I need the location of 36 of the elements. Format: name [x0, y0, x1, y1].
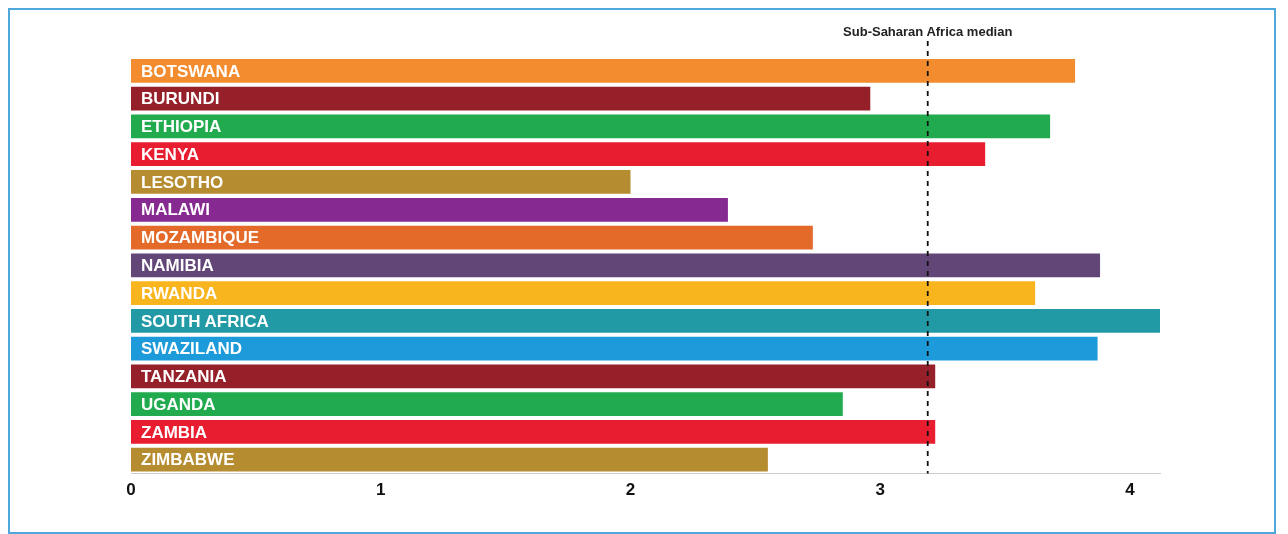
bar [131, 281, 1036, 305]
y-tick-label: RWANDA [141, 283, 218, 303]
y-tick-label: MALAWI [141, 200, 210, 220]
y-tick-label: LESOTHO [141, 172, 224, 192]
y-tick-label: UGANDA [141, 394, 216, 414]
y-tick-label: SWAZILAND [141, 339, 243, 359]
x-tick-label: 1 [376, 480, 386, 500]
x-tick-label: 0 [126, 480, 136, 500]
bar [131, 225, 813, 250]
bar [131, 336, 1098, 361]
y-tick-label: BURUNDI [141, 89, 220, 109]
y-tick-label: SOUTH AFRICA [141, 311, 269, 331]
bar [131, 420, 936, 444]
bar [131, 197, 728, 222]
x-tick-label: 4 [1125, 480, 1136, 500]
y-tick-label: ZAMBIA [141, 422, 208, 442]
y-tick-label: ZIMBABWE [141, 450, 235, 470]
bar [131, 364, 936, 389]
y-tick-label: ETHIOPIA [141, 117, 222, 137]
bar [131, 447, 768, 472]
bar [131, 114, 1051, 139]
bar [131, 86, 871, 111]
bar [131, 308, 1160, 333]
y-tick-label: TANZANIA [141, 367, 227, 387]
x-tick-label: 3 [875, 480, 886, 500]
bar [131, 392, 843, 417]
y-tick-label: NAMIBIA [141, 255, 214, 275]
y-tick-label: KENYA [141, 144, 199, 164]
bar [131, 59, 1076, 83]
y-tick-label: BOTSWANA [141, 61, 241, 81]
bar [131, 170, 631, 194]
bar [131, 253, 1101, 278]
bar [131, 142, 986, 167]
x-tick-label: 2 [625, 480, 636, 500]
y-tick-label: MOZAMBIQUE [141, 228, 260, 248]
ref-line-label: Sub-Saharan Africa median [843, 24, 1013, 40]
